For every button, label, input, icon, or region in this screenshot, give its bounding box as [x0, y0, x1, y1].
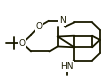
Text: O: O: [19, 39, 26, 48]
Text: O: O: [35, 22, 42, 31]
Text: HN: HN: [60, 62, 73, 71]
Text: N: N: [59, 16, 65, 25]
